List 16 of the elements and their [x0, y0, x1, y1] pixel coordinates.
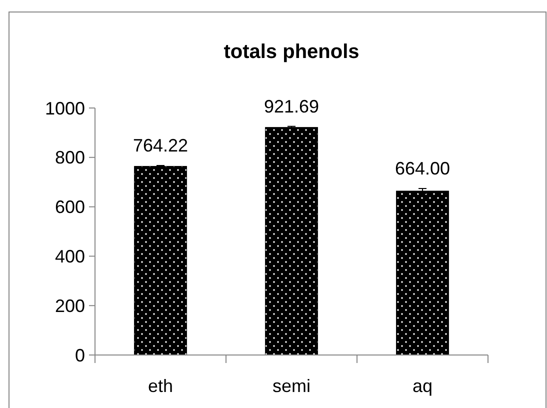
- y-tick-label: 400: [54, 246, 85, 266]
- bar: [396, 190, 449, 356]
- data-label: 921.69: [264, 96, 320, 116]
- bar: [134, 166, 187, 356]
- x-tick-label: aq: [412, 376, 433, 396]
- bar: [265, 127, 318, 356]
- y-tick-label: 200: [54, 296, 85, 316]
- y-tick-label: 600: [54, 197, 85, 218]
- y-tick-label: 1000: [44, 98, 85, 118]
- x-tick-label: eth: [148, 376, 174, 396]
- data-label: 764.22: [132, 135, 188, 156]
- data-label: 664.00: [394, 158, 450, 179]
- chart-title: totals phenols: [224, 41, 360, 63]
- y-tick-label: 800: [54, 148, 85, 168]
- x-tick-label: semi: [272, 376, 311, 396]
- y-tick-label: 0: [74, 345, 85, 366]
